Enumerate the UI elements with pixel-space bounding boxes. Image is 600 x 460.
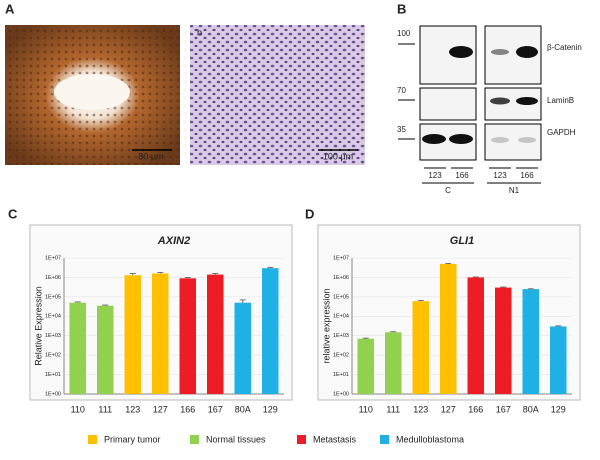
lane-label: 166	[520, 171, 534, 180]
y-tick-label: 1E+05	[333, 294, 349, 300]
y-tick-label: 1E+07	[333, 255, 349, 261]
x-tick-label: 123	[125, 404, 140, 414]
marker-label: 35	[397, 125, 406, 134]
marker-ticks	[398, 43, 415, 140]
marker-label: 100	[397, 29, 411, 38]
x-tick-label: 127	[441, 404, 456, 414]
protein-label: GAPDH	[547, 128, 576, 137]
bar	[69, 302, 86, 394]
x-tick-label: 111	[98, 404, 112, 414]
bar	[152, 273, 169, 394]
y-tick-label: 1E+03	[333, 333, 349, 339]
legend-swatch	[297, 435, 306, 444]
marker-label: 70	[397, 86, 406, 95]
x-tick-label: 167	[208, 404, 223, 414]
bar	[357, 338, 374, 394]
bar	[207, 274, 224, 394]
blot-frames	[419, 25, 542, 161]
lane-label: 166	[455, 171, 469, 180]
panel-label: A	[5, 1, 15, 16]
y-axis-label: relative expression	[321, 288, 331, 363]
x-tick-label: 166	[180, 404, 195, 414]
bar	[522, 289, 539, 394]
lane-lines	[422, 167, 541, 184]
y-tick-label: 1E+01	[333, 372, 349, 378]
x-tick-label: 80A	[523, 404, 539, 414]
bar	[262, 268, 279, 394]
scale-label: 80 µm	[138, 151, 163, 161]
x-tick-label: 129	[551, 404, 566, 414]
bar	[124, 275, 141, 394]
bar	[179, 278, 196, 394]
y-tick-label: 1E+00	[333, 391, 349, 397]
y-tick-label: 1E+02	[45, 353, 61, 359]
chart-title: GLI1	[450, 235, 474, 247]
x-tick-label: 129	[263, 404, 278, 414]
y-tick-label: 1E+06	[45, 275, 61, 281]
lane-label: 123	[493, 171, 507, 180]
x-tick-label: 111	[386, 404, 400, 414]
panel-label: D	[305, 206, 314, 221]
y-tick-label: 1E+03	[45, 333, 61, 339]
protein-label: β-Catenin	[547, 43, 582, 52]
protein-label: LaminB	[547, 96, 574, 105]
scale-label: 100 µm	[323, 151, 353, 161]
histology-image	[190, 25, 365, 165]
bar	[440, 263, 457, 394]
x-tick-label: 166	[468, 404, 483, 414]
y-tick-label: 1E+04	[333, 314, 349, 320]
lumen	[54, 74, 130, 110]
group-label: C	[445, 186, 451, 195]
legend-swatch	[88, 435, 97, 444]
y-tick-label: 1E+06	[333, 275, 349, 281]
y-tick-label: 1E+04	[45, 314, 61, 320]
legend-label: Medulloblastoma	[396, 434, 464, 444]
bar	[97, 305, 114, 394]
legend-swatch	[190, 435, 199, 444]
panel-label: B	[397, 1, 406, 16]
legend-label: Metastasis	[313, 434, 357, 444]
y-axis-label: Relative Expression	[33, 286, 43, 366]
x-tick-label: 80A	[235, 404, 251, 414]
panel-label: C	[8, 206, 18, 221]
bar	[467, 277, 484, 394]
y-tick-label: 1E+02	[333, 353, 349, 359]
bar	[412, 301, 429, 394]
lane-label: 123	[428, 171, 442, 180]
y-tick-label: 1E+05	[45, 294, 61, 300]
chart-title: AXIN2	[157, 235, 190, 247]
legend-label: Normal tissues	[206, 434, 266, 444]
bar	[495, 287, 512, 394]
x-tick-label: 167	[496, 404, 511, 414]
bar	[550, 326, 567, 394]
y-tick-label: 1E+00	[45, 391, 61, 397]
legend-swatch	[380, 435, 389, 444]
bar	[385, 332, 402, 394]
x-tick-label: 123	[413, 404, 428, 414]
x-tick-label: 110	[71, 404, 85, 414]
legend-label: Primary tumor	[104, 434, 161, 444]
bar	[234, 302, 251, 394]
y-tick-label: 1E+01	[45, 372, 61, 378]
blot-bands	[422, 46, 538, 144]
group-label: N1	[509, 186, 520, 195]
x-tick-label: 110	[359, 404, 373, 414]
x-tick-label: 127	[153, 404, 168, 414]
y-tick-label: 1E+07	[45, 255, 61, 261]
image-label: b	[197, 27, 202, 37]
